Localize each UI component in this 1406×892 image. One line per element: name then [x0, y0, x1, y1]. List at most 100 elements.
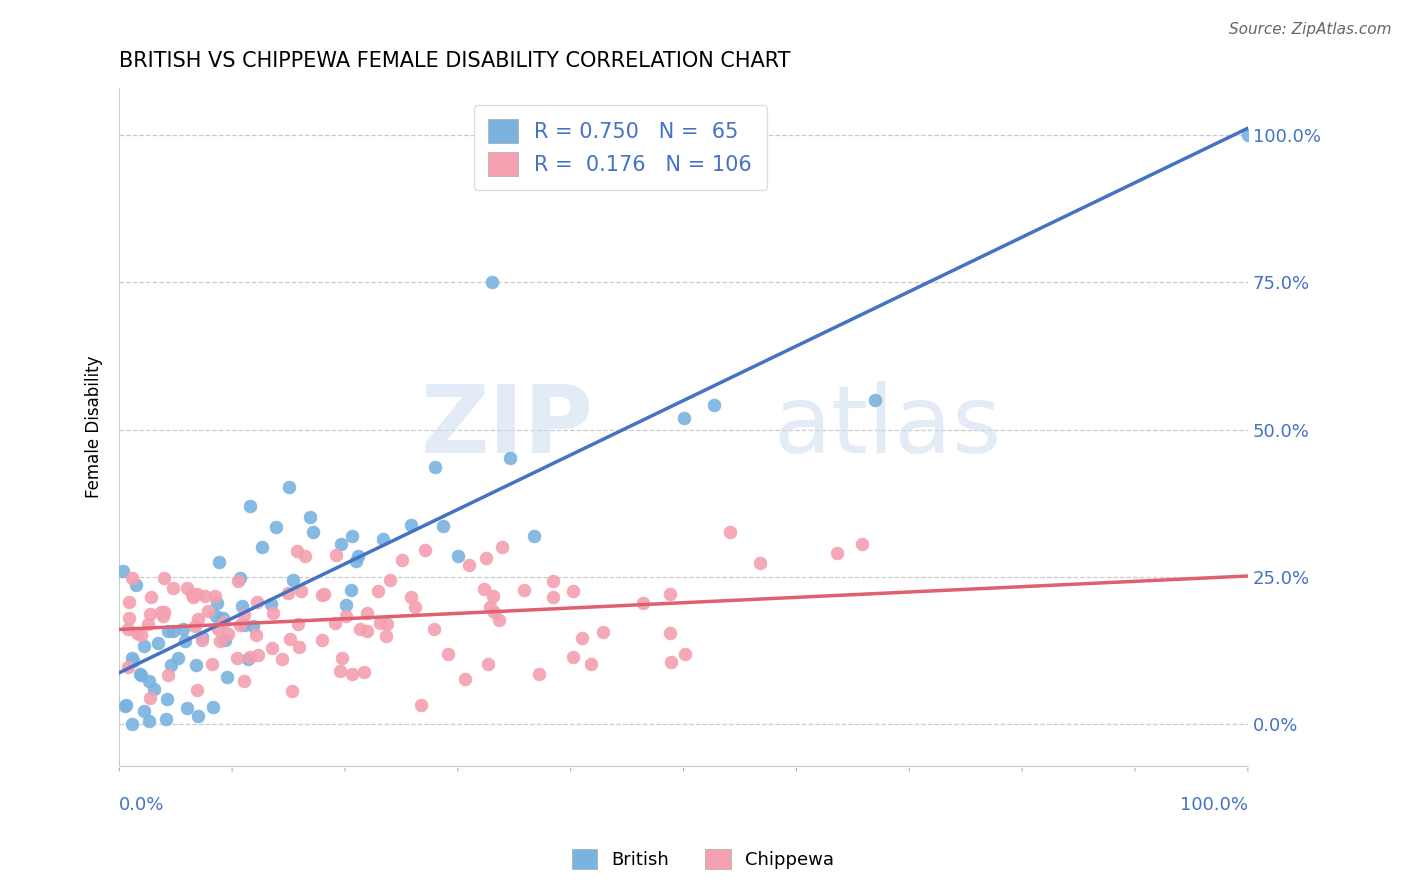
Point: [409, 698, 432, 712]
Point: [344, 554, 367, 568]
Point: [356, 624, 378, 639]
Point: [370, 616, 392, 631]
Point: [631, 596, 654, 610]
Point: [153, 571, 176, 585]
Point: [278, 480, 301, 494]
Point: [191, 632, 214, 647]
Point: [226, 651, 249, 665]
Point: [111, 565, 134, 579]
Point: [658, 625, 681, 640]
Point: [162, 581, 184, 595]
Text: atlas: atlas: [773, 381, 1002, 473]
Point: [229, 571, 252, 585]
Point: [672, 410, 695, 425]
Point: [117, 595, 139, 609]
Point: [260, 641, 283, 656]
Point: [302, 525, 325, 540]
Point: [260, 598, 283, 612]
Point: [118, 610, 141, 624]
Point: [139, 607, 162, 621]
Point: [481, 589, 503, 603]
Point: [446, 549, 468, 563]
Point: [673, 647, 696, 661]
Point: [138, 714, 160, 728]
Point: [250, 540, 273, 554]
Point: [191, 630, 214, 644]
Point: [245, 627, 267, 641]
Point: [201, 699, 224, 714]
Point: [865, 392, 887, 407]
Point: [366, 584, 388, 599]
Point: [432, 518, 454, 533]
Point: [481, 275, 503, 289]
Point: [335, 598, 357, 612]
Point: [124, 577, 146, 591]
Point: [380, 573, 402, 587]
Point: [205, 609, 228, 624]
Point: [208, 633, 231, 648]
Point: [138, 673, 160, 688]
Point: [205, 596, 228, 610]
Point: [335, 608, 357, 623]
Point: [212, 615, 235, 629]
Point: [142, 681, 165, 696]
Point: [404, 599, 426, 614]
Point: [197, 604, 219, 618]
Point: [160, 658, 183, 673]
Point: [167, 650, 190, 665]
Point: [281, 573, 304, 587]
Point: [217, 627, 239, 641]
Point: [491, 541, 513, 555]
Point: [827, 546, 849, 560]
Point: [156, 624, 179, 638]
Point: [204, 589, 226, 603]
Point: [121, 650, 143, 665]
Legend: R = 0.750   N =  65, R =  0.176   N = 106: R = 0.750 N = 65, R = 0.176 N = 106: [474, 104, 766, 190]
Point: [183, 591, 205, 605]
Point: [239, 649, 262, 664]
Point: [232, 618, 254, 632]
Y-axis label: Female Disability: Female Disability: [86, 355, 103, 498]
Point: [121, 571, 143, 585]
Point: [148, 636, 170, 650]
Point: [117, 622, 139, 636]
Point: [478, 599, 501, 614]
Point: [290, 584, 312, 599]
Point: [423, 460, 446, 475]
Point: [181, 586, 204, 600]
Point: [208, 556, 231, 570]
Point: [749, 556, 772, 570]
Point: [579, 657, 602, 671]
Point: [156, 691, 179, 706]
Point: [401, 590, 423, 604]
Point: [413, 542, 436, 557]
Point: [592, 625, 614, 640]
Point: [152, 609, 174, 624]
Text: ZIP: ZIP: [420, 381, 593, 473]
Point: [541, 574, 564, 588]
Point: [229, 617, 252, 632]
Point: [264, 520, 287, 534]
Point: [187, 611, 209, 625]
Point: [375, 616, 398, 631]
Point: [353, 665, 375, 679]
Point: [117, 660, 139, 674]
Point: [328, 664, 350, 678]
Point: [162, 624, 184, 638]
Point: [134, 639, 156, 653]
Point: [125, 626, 148, 640]
Point: [285, 543, 308, 558]
Point: [114, 698, 136, 712]
Point: [247, 648, 270, 662]
Point: [187, 709, 209, 723]
Point: [271, 652, 294, 666]
Point: [176, 581, 198, 595]
Point: [157, 668, 180, 682]
Point: [236, 652, 259, 666]
Point: [233, 608, 256, 623]
Point: [194, 589, 217, 603]
Point: [340, 666, 363, 681]
Text: 0.0%: 0.0%: [120, 797, 165, 814]
Point: [172, 622, 194, 636]
Point: [374, 629, 396, 643]
